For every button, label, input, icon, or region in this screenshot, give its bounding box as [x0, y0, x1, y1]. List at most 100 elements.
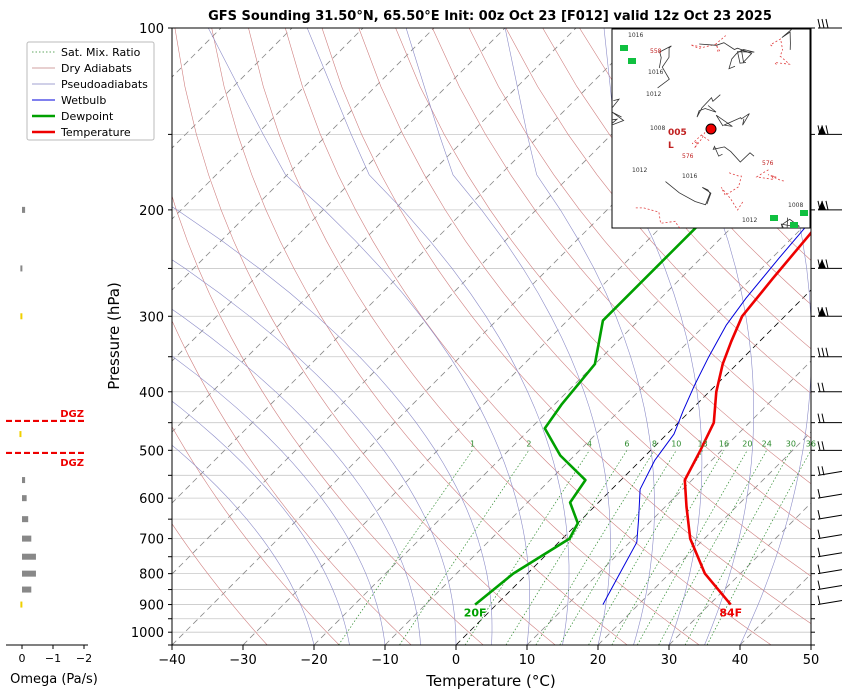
mixing-ratio-line [338, 450, 473, 645]
omega-tick-label: −2 [76, 652, 92, 665]
surface-label: 20F [464, 607, 487, 620]
map-contour [728, 48, 755, 70]
pseudoadiabat [504, 28, 655, 645]
dgz-label: DGZ [60, 458, 84, 469]
mixing-ratio-line [559, 450, 677, 645]
mixing-ratio-line [399, 450, 530, 645]
x-tick-label: 50 [803, 653, 820, 668]
wind-barb [817, 466, 843, 476]
dry-adiabat [395, 28, 811, 531]
pseudoadiabat [172, 206, 493, 645]
omega-bar [22, 553, 36, 560]
mixing-ratio-line [505, 450, 628, 645]
x-tick-label: −40 [158, 653, 185, 668]
omega-axis-label: Omega (Pa/s) [10, 672, 98, 687]
omega-tick-label: 0 [19, 652, 26, 665]
map-label: 558 [650, 48, 662, 55]
map-contour [755, 169, 785, 182]
dry-adiabat [358, 28, 811, 577]
mixing-ratio-line [588, 450, 703, 645]
series-wetbulb [602, 219, 811, 605]
y-tick-label: 500 [139, 444, 164, 459]
mixing-ratio-label: 13 [698, 439, 708, 448]
omega-bar [19, 431, 22, 438]
wind-barb [817, 382, 842, 393]
wind-barb [817, 441, 842, 451]
wind-barb [817, 564, 843, 575]
map-contour [699, 42, 753, 63]
legend-entry: Pseudoadiabats [61, 78, 148, 91]
omega-bar [20, 313, 23, 320]
map-precip [770, 215, 778, 221]
chart-title: GFS Sounding 31.50°N, 65.50°E Init: 00z … [208, 9, 772, 24]
omega-bar [20, 601, 23, 608]
mixing-ratio-labels: 1246810131620243036 [470, 439, 816, 448]
mixing-ratio-line [636, 450, 748, 645]
wind-barb [817, 200, 842, 211]
omega-bar [20, 265, 23, 272]
y-axis-ticks: 100 200 300 400 500 600 700 800 900 1000 [131, 22, 815, 646]
dry-adiabat [468, 28, 811, 439]
isotherm-line [384, 218, 811, 645]
isotherm-line [455, 289, 811, 645]
wind-barb [817, 413, 842, 424]
omega-bar [22, 570, 36, 577]
dry-adiabat [837, 28, 855, 645]
legend-entry: Wetbulb [61, 94, 106, 107]
omega-bar [22, 516, 29, 523]
x-axis-label: Temperature (°C) [425, 672, 555, 690]
y-tick-label: 400 [139, 386, 164, 401]
pseudoadiabat [702, 28, 755, 645]
legend: Sat. Mix. Ratio Dry Adiabats Pseudoadiabat… [26, 41, 155, 141]
mixing-ratio-label: 2 [526, 439, 531, 448]
isotherm-line [810, 644, 811, 645]
mixing-ratio-line [658, 450, 768, 645]
map-label: 1012 [646, 91, 661, 98]
dry-adiabat [172, 426, 340, 645]
legend-entry: Dry Adiabats [61, 62, 132, 75]
dry-adiabat [321, 28, 811, 624]
map-label: 005 [668, 128, 687, 138]
map-contour [781, 29, 793, 50]
isotherm-line [172, 28, 790, 645]
x-tick-label: −20 [300, 653, 327, 668]
map-label: 1016 [648, 69, 663, 76]
map-precip [620, 45, 628, 51]
map-precip [790, 222, 798, 228]
pseudoadiabat [405, 28, 611, 645]
omega-bar [22, 477, 26, 484]
dry-adiabat [432, 28, 811, 485]
wind-barb [817, 510, 843, 520]
y-tick-label: 700 [139, 533, 164, 548]
mixing-ratio-label: 24 [762, 439, 772, 448]
isotherm-line [526, 360, 811, 645]
x-tick-label: 20 [590, 653, 607, 668]
wind-barb [817, 595, 843, 606]
pseudoadiabat [172, 259, 457, 645]
dry-adiabat [285, 28, 772, 645]
isotherm-line [597, 431, 811, 645]
map-precip [800, 210, 808, 216]
map-contour [769, 38, 791, 65]
map-label: 1008 [788, 202, 803, 209]
dry-adiabat [542, 28, 811, 350]
map-contour [635, 207, 681, 228]
map-label: 1012 [632, 167, 647, 174]
mixing-ratio-label: 4 [587, 439, 592, 448]
x-tick-label: −10 [371, 653, 398, 668]
surface-label: 84F [719, 607, 742, 620]
map-label: 576 [762, 160, 774, 167]
wind-barb [817, 529, 843, 540]
surface-temperature-labels: 20F 84F [464, 607, 742, 620]
map-precip [628, 58, 636, 64]
x-tick-label: 30 [661, 653, 678, 668]
omega-panel: DGZ DGZ 0 −1 −2 Omega (Pa/s) [6, 206, 98, 687]
mixing-ratio-label: 8 [652, 439, 657, 448]
x-tick-label: 40 [732, 653, 749, 668]
pseudoadiabat [172, 355, 386, 645]
mixing-ratio-label: 20 [742, 439, 752, 448]
map-label: L [668, 141, 674, 151]
mixing-ratio-line [611, 450, 725, 645]
